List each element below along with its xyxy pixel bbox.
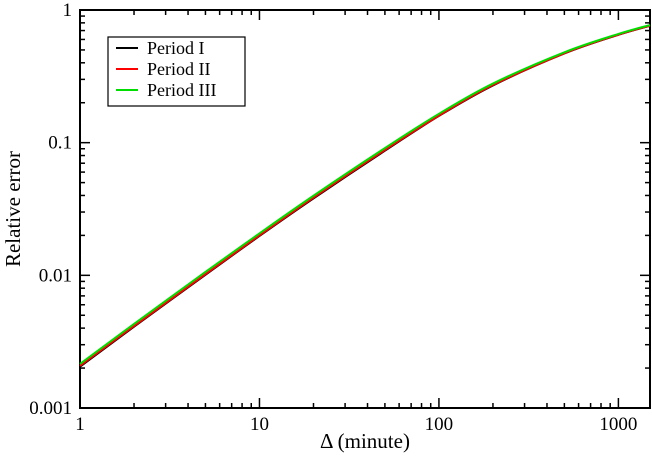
x-tick-label: 1 — [75, 414, 85, 435]
y-tick-label: 0.001 — [29, 398, 72, 419]
series-lines — [79, 24, 651, 368]
legend-label-2: Period II — [147, 59, 210, 79]
y-tick-label: 0.1 — [48, 133, 72, 154]
y-tick-label: 1 — [63, 0, 73, 21]
series-line-3 — [79, 24, 651, 365]
x-tick-label: 1000 — [599, 414, 637, 435]
y-tick-label: 0.01 — [39, 265, 72, 286]
x-axis-title: Δ (minute) — [320, 429, 410, 453]
x-tick-label: 10 — [250, 414, 269, 435]
y-axis-ticks: 0.001 0.01 0.1 1 — [29, 0, 650, 419]
x-tick-label: 100 — [425, 414, 454, 435]
legend-label-3: Period III — [147, 80, 216, 100]
legend-label-1: Period I — [147, 38, 205, 58]
y-axis-title: Relative error — [1, 151, 25, 267]
plot-frame — [79, 9, 651, 409]
x-axis-ticks: 1 10 100 1000 — [75, 10, 637, 435]
